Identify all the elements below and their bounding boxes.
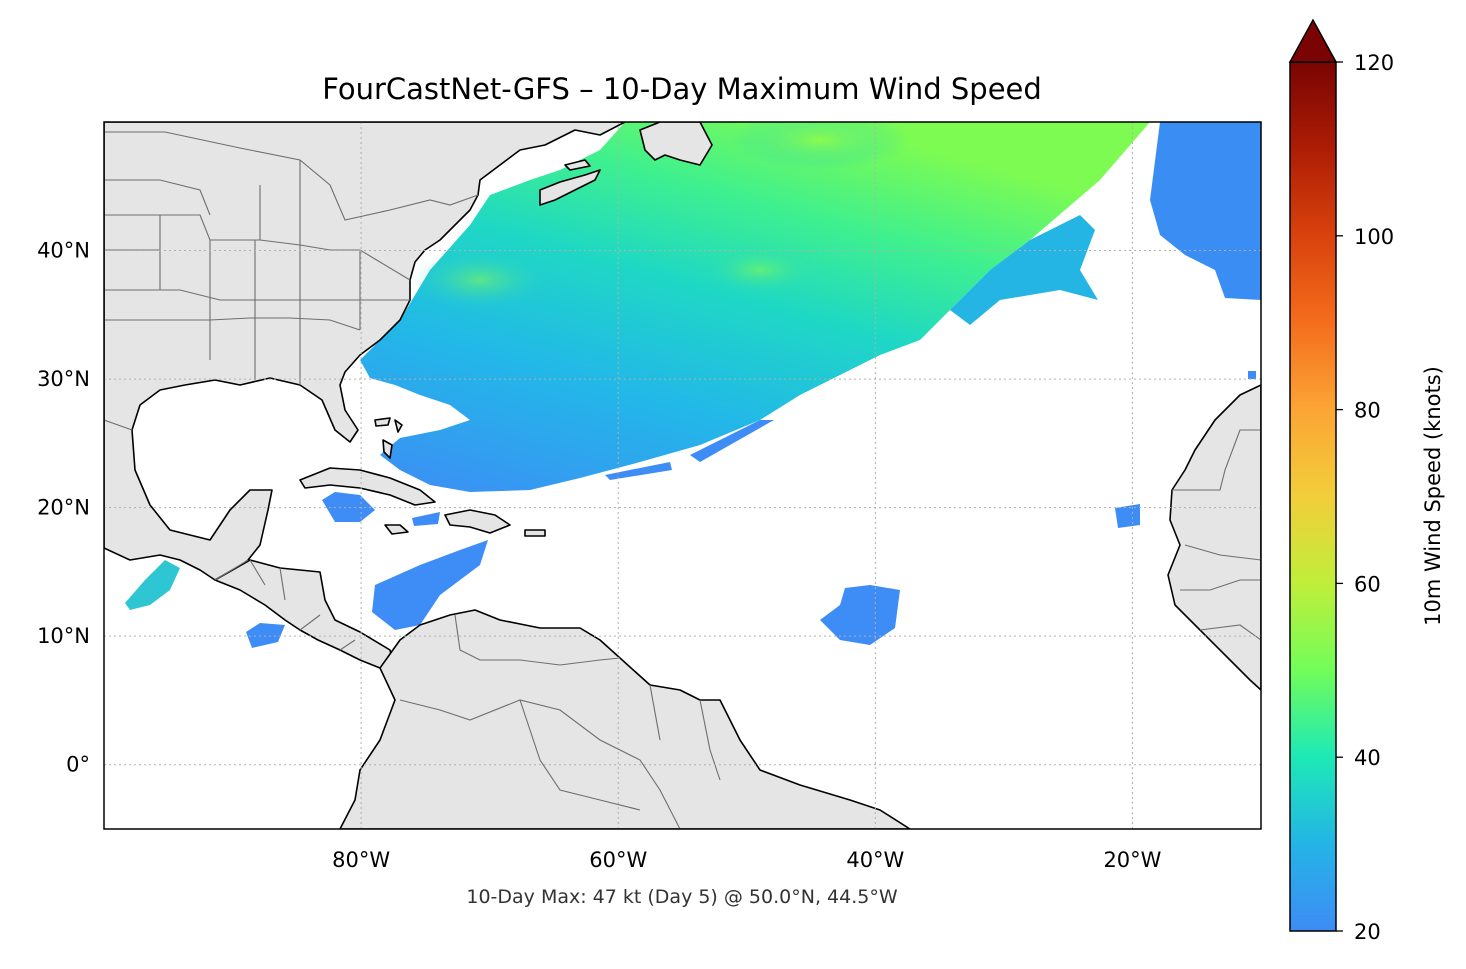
border-south-america-1: [454, 614, 621, 666]
political-borders: [104, 131, 1261, 829]
wind-patch-dot: [1248, 371, 1256, 379]
lon-tick-label: 20°W: [1103, 848, 1161, 872]
border-us-states-2: [104, 289, 410, 301]
lon-tick-label: 40°W: [846, 848, 904, 872]
border-us-states-4: [159, 160, 361, 385]
border-us-canada: [104, 131, 479, 221]
land-south-america: [339, 609, 911, 829]
land-nova-scotia: [539, 169, 601, 206]
colorbar-ticks: 20 40 60 80 100 120: [1336, 51, 1394, 944]
wind-patch-islands: [412, 512, 440, 526]
colorbar: 20 40 60 80 100 120 10m Wind Speed (knots): [1288, 18, 1445, 944]
land-bahamas-3: [394, 419, 403, 433]
colorbar-tick-label: 40: [1354, 746, 1381, 770]
wind-maximum-area: [730, 122, 910, 170]
land-jamaica: [384, 524, 409, 535]
border-us-states-1: [104, 214, 411, 281]
land-bahamas-1: [374, 417, 391, 427]
wind-swath-ne: [950, 215, 1098, 325]
wind-swath-main: [360, 122, 1150, 492]
lat-tick-label: 10°N: [37, 624, 90, 648]
lat-tick-label: 30°N: [37, 367, 90, 391]
max-wind-annotation: 10-Day Max: 47 kt (Day 5) @ 50.0°N, 44.5…: [466, 886, 897, 908]
land-north-america: [104, 122, 626, 581]
land-puerto-rico: [524, 529, 546, 537]
colorbar-label: 10m Wind Speed (knots): [1421, 366, 1445, 626]
figure-title: FourCastNet-GFS – 10-Day Maximum Wind Sp…: [322, 72, 1042, 106]
wind-patch-caribbean-south: [372, 540, 488, 630]
border-central-america: [214, 559, 356, 651]
lat-tick-label: 40°N: [37, 239, 90, 263]
wind-patch-cape-verde: [1115, 504, 1140, 528]
border-south-america-3: [519, 684, 721, 811]
land-africa: [1167, 384, 1261, 691]
border-africa: [1172, 429, 1261, 641]
map-area: [104, 122, 1261, 829]
lon-tick-label: 60°W: [589, 848, 647, 872]
longitude-ticks: 80°W 60°W 40°W 20°W: [332, 848, 1162, 872]
colorbar-tick-label: 120: [1354, 51, 1394, 75]
wind-patch-pacific-2: [246, 623, 285, 648]
border-us-states-5: [104, 179, 211, 251]
land-bahamas-2: [382, 439, 393, 459]
land-hispaniola: [444, 509, 511, 534]
wind-secondary-area-2: [700, 245, 820, 295]
wind-patch-streak-2: [690, 420, 774, 462]
wind-patch-cuba-south: [322, 492, 375, 522]
colorbar-gradient: [1289, 61, 1337, 932]
wind-speed-field: [125, 122, 1261, 648]
land-cuba: [299, 467, 436, 506]
border-us-states-3: [104, 317, 361, 331]
lat-tick-label: 20°N: [37, 496, 90, 520]
border-us-mexico: [104, 419, 133, 431]
colorbar-extend-arrow: [1288, 18, 1338, 63]
wind-secondary-area: [410, 250, 550, 310]
latitude-ticks: 40°N 30°N 20°N 10°N 0°: [37, 239, 90, 777]
map-frame: [103, 121, 1262, 830]
wind-patch-streak-1: [605, 462, 672, 480]
lon-tick-label: 80°W: [332, 848, 390, 872]
land-pei: [564, 159, 591, 171]
lat-tick-label: 0°: [66, 753, 90, 777]
colorbar-tick-label: 20: [1354, 920, 1381, 944]
border-south-america-2: [399, 699, 681, 829]
colorbar-tick-label: 100: [1354, 225, 1394, 249]
wind-patch-far-east: [1150, 122, 1261, 300]
land-masses: [104, 122, 1261, 829]
wind-patch-atlantic-10n: [820, 585, 900, 645]
colorbar-tick-label: 80: [1354, 399, 1381, 423]
wind-patch-pacific: [125, 560, 180, 610]
colorbar-tick-label: 60: [1354, 572, 1381, 596]
land-newfoundland: [639, 122, 713, 166]
